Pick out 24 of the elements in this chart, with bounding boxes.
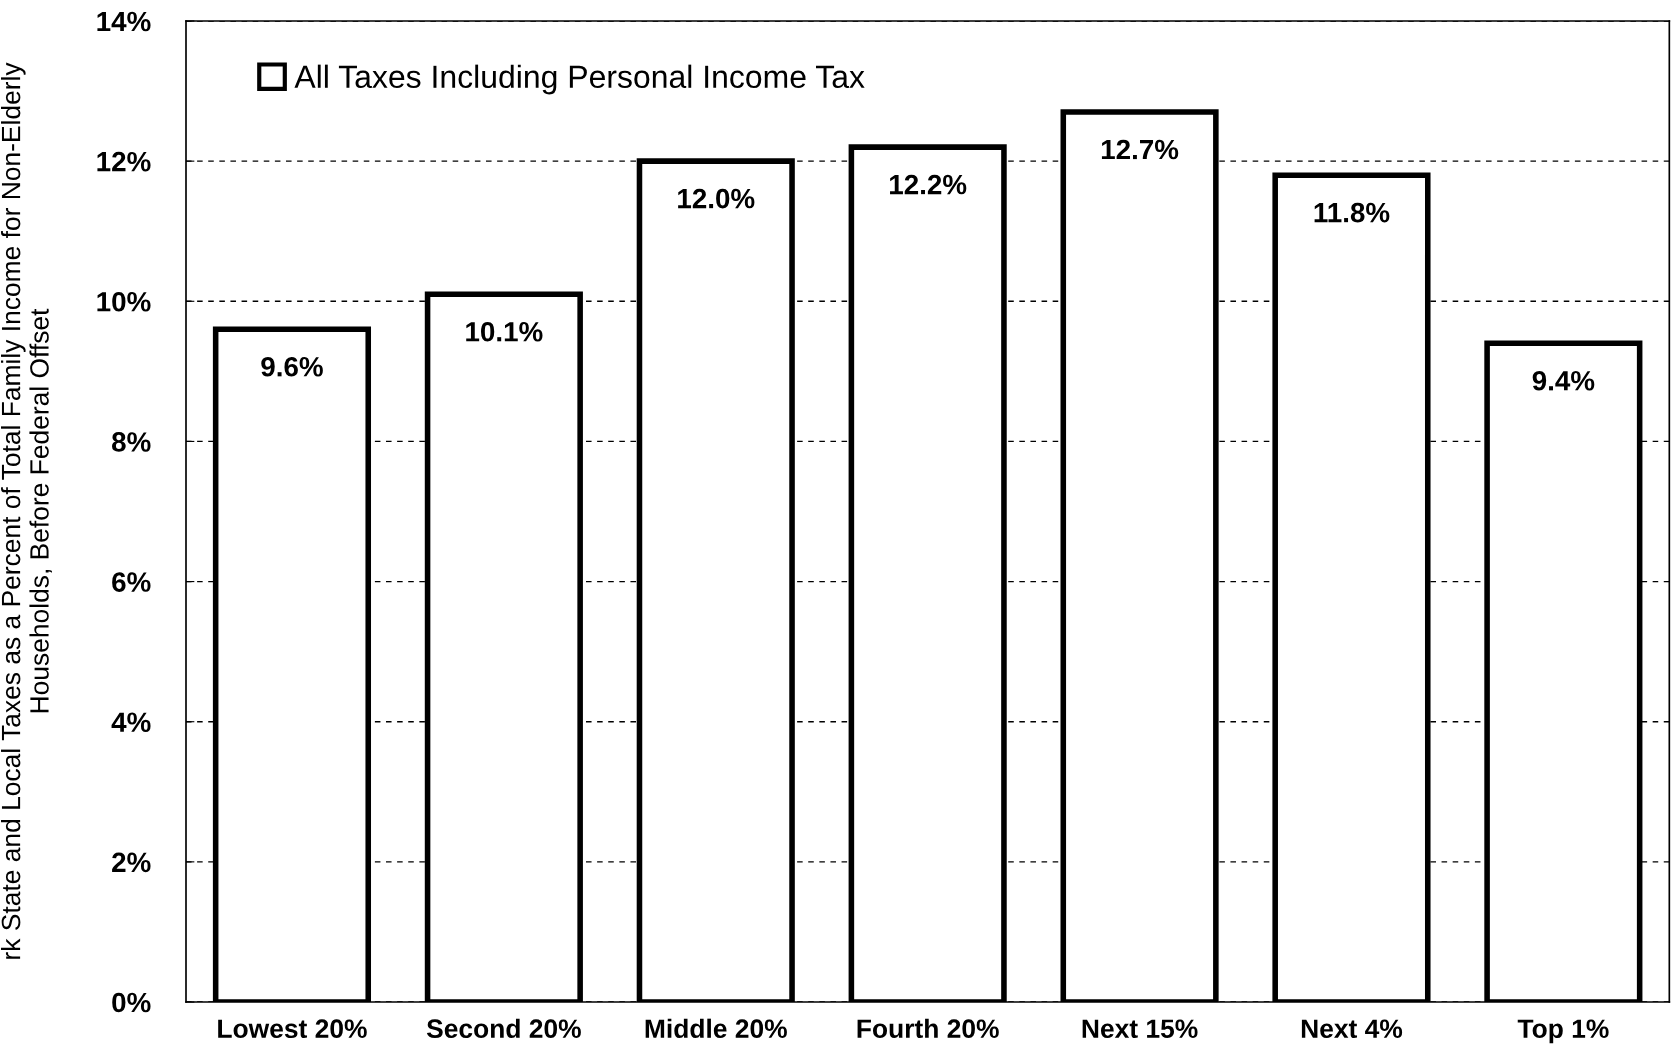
x-tick-label: Next 4% — [1301, 1019, 1403, 1039]
data-label: 12.2% — [890, 174, 967, 195]
y-tick-label: 14% — [97, 11, 151, 32]
data-label: 12.0% — [678, 188, 755, 209]
x-tick-label: Top 1% — [1517, 1019, 1609, 1044]
data-label: 9.6% — [261, 356, 323, 377]
y-tick-label: 2% — [112, 852, 151, 873]
x-tick-label: Fourth 20% — [857, 1018, 999, 1039]
y-tick-label: 8% — [112, 432, 151, 452]
y-tick-label: 12% — [97, 151, 151, 172]
y-axis-title: rk State and Local Taxes as a Percent of Total Family Income for Non-Elderly Households, Before Federal Offset — [0, 62, 52, 959]
data-label: 11.8% — [1314, 202, 1390, 223]
y-tick-label: 6% — [112, 572, 151, 592]
x-tick-label: Second 20% — [426, 1018, 581, 1039]
y-tick-label: 4% — [111, 712, 151, 732]
data-label: 10.1% — [466, 321, 543, 342]
data-label: 12.7% — [1101, 139, 1179, 160]
y-tick-label: 10% — [97, 291, 151, 312]
x-tick-label: Next 15% — [1082, 1019, 1198, 1039]
x-tick-label: Middle 20% — [645, 1018, 787, 1039]
y-tick-label: 0% — [112, 992, 151, 1013]
legend-label: All Taxes Including Personal Income Tax — [294, 64, 865, 95]
x-tick-label: Lowest 20% — [218, 1019, 367, 1039]
data-label: 9.4% — [1532, 370, 1595, 391]
